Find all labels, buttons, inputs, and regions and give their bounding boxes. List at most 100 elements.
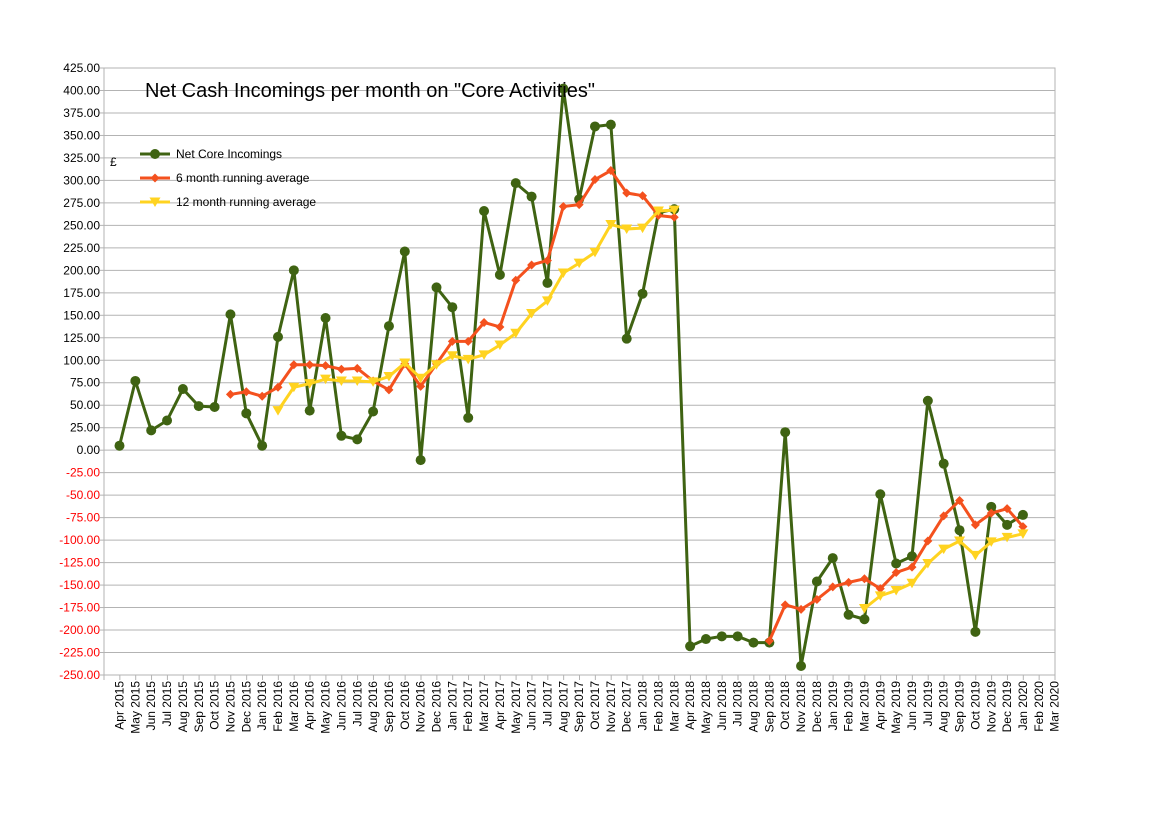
x-tick-label: Oct 2016 [398, 681, 412, 730]
data-point [891, 558, 902, 569]
y-tick-label: 200.00 [63, 263, 100, 277]
x-tick-label: Mar 2016 [287, 681, 301, 732]
data-point [383, 321, 394, 332]
x-tick-label: Jan 2020 [1016, 681, 1030, 731]
data-point [590, 121, 600, 132]
data-point [875, 489, 886, 500]
x-tick-label: Jan 2017 [445, 681, 459, 731]
data-point [986, 508, 996, 518]
data-point [273, 382, 283, 392]
data-point [336, 364, 346, 374]
data-point [922, 558, 934, 569]
x-tick-label: Mar 2019 [857, 681, 871, 732]
y-tick-label: 250.00 [63, 218, 100, 232]
data-point [415, 455, 426, 466]
data-point [1002, 504, 1012, 514]
series-1 [225, 166, 1028, 646]
legend-marker [150, 149, 160, 159]
data-point [431, 282, 442, 293]
x-tick-label: Jul 2018 [731, 681, 745, 727]
data-point [780, 427, 791, 438]
data-point [637, 288, 648, 299]
x-tick-label: Nov 2015 [223, 681, 237, 733]
x-tick-label: May 2016 [319, 681, 333, 734]
y-tick-label: -200.00 [59, 623, 100, 637]
data-point [367, 377, 379, 387]
data-point [288, 382, 300, 393]
legend-marker [150, 173, 160, 183]
data-point [890, 585, 902, 596]
x-tick-label: Nov 2016 [414, 681, 428, 733]
data-point [827, 553, 838, 564]
x-tick-label: Dec 2019 [1000, 681, 1014, 733]
x-tick-label: Jul 2017 [540, 681, 554, 727]
y-tick-label: -50.00 [66, 488, 100, 502]
x-tick-label: Sep 2017 [572, 681, 586, 733]
data-point [859, 574, 869, 584]
data-point [114, 440, 125, 451]
data-point [875, 584, 885, 594]
x-tick-label: Mar 2018 [667, 681, 681, 732]
y-axis-label: £ [110, 155, 117, 169]
x-tick-label: Jun 2018 [715, 681, 729, 731]
data-point [938, 544, 950, 555]
data-point [495, 322, 505, 332]
y-tick-label: 125.00 [63, 331, 100, 345]
x-tick-label: Jun 2017 [525, 681, 539, 731]
data-point [716, 631, 727, 642]
x-tick-label: Mar 2020 [1048, 681, 1062, 732]
data-point [812, 594, 822, 604]
data-point [764, 636, 774, 646]
x-tick-label: May 2019 [889, 681, 903, 734]
data-point [637, 223, 649, 234]
legend-label: 12 month running average [176, 195, 316, 209]
x-tick-label: Oct 2019 [968, 681, 982, 730]
data-point [541, 296, 553, 306]
data-point [606, 166, 616, 176]
data-point [954, 525, 965, 536]
data-point [526, 308, 538, 319]
data-point [652, 206, 664, 216]
data-point [954, 536, 966, 547]
data-point [985, 537, 997, 547]
data-point [811, 576, 822, 587]
x-tick-label: Nov 2018 [794, 681, 808, 733]
y-tick-label: 75.00 [70, 376, 100, 390]
y-tick-label: -25.00 [66, 466, 100, 480]
data-point [858, 603, 870, 614]
data-point [193, 401, 204, 412]
x-tick-label: Sep 2015 [192, 681, 206, 733]
x-tick-label: May 2018 [699, 681, 713, 734]
x-tick-label: Apr 2018 [683, 681, 697, 730]
y-tick-label: -150.00 [59, 578, 100, 592]
data-point [463, 412, 474, 423]
y-axis: -250.00 -225.00 -200.00 -175.00 -150.00 -125.… [59, 61, 100, 682]
data-point [510, 328, 522, 339]
x-tick-label: Apr 2017 [493, 681, 507, 730]
y-tick-label: -250.00 [59, 668, 100, 682]
data-point [288, 265, 299, 276]
data-point [605, 219, 617, 230]
data-point [685, 641, 696, 652]
y-tick-label: 25.00 [70, 421, 100, 435]
data-point [542, 277, 553, 288]
data-point [621, 224, 633, 234]
data-point [732, 631, 743, 642]
data-point [399, 358, 411, 368]
data-point [352, 363, 362, 373]
data-point [510, 178, 521, 189]
legend-label: 6 month running average [176, 171, 310, 185]
legend: Net Core Incomings 6 month running averag… [140, 147, 316, 209]
x-tick-label: Sep 2019 [953, 681, 967, 733]
y-tick-label: 100.00 [63, 353, 100, 367]
x-tick-label: May 2017 [509, 681, 523, 734]
data-point [542, 255, 552, 265]
data-point [844, 577, 854, 587]
data-point [447, 302, 458, 313]
x-tick-label: Jun 2019 [905, 681, 919, 731]
data-point [383, 371, 395, 382]
y-tick-label: 350.00 [63, 128, 100, 142]
x-tick-label: Apr 2016 [303, 681, 317, 730]
y-tick-label: -175.00 [59, 601, 100, 615]
x-tick-label: Aug 2015 [176, 681, 190, 733]
